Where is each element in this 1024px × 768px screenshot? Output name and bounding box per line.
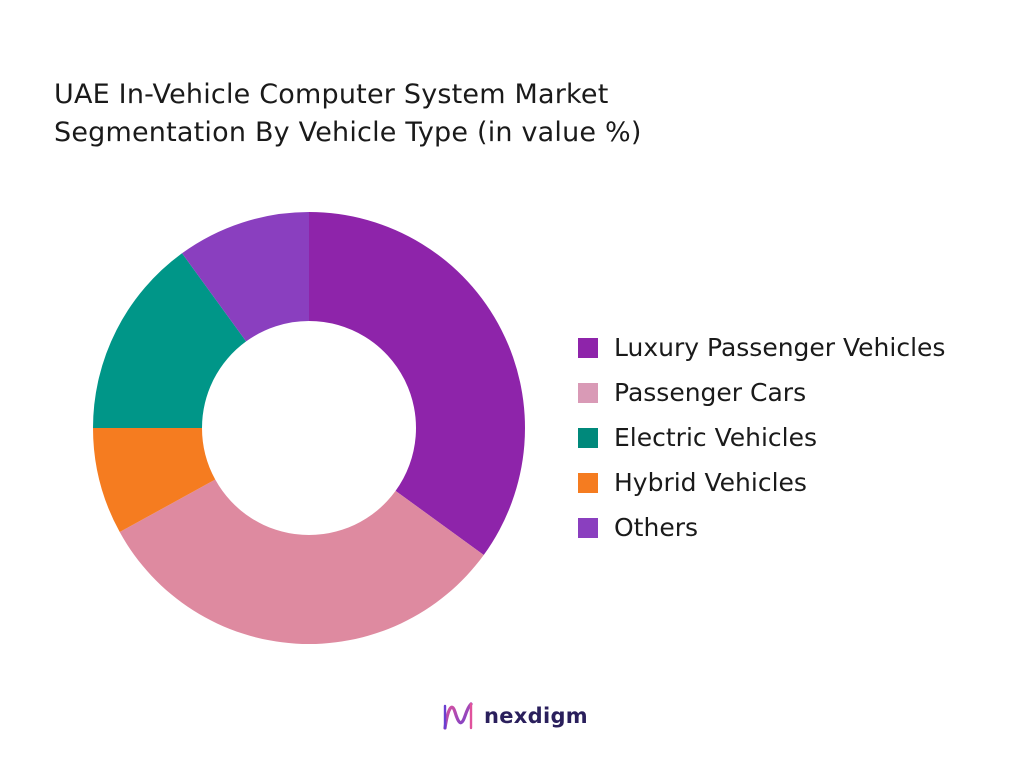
legend-label: Hybrid Vehicles (614, 468, 807, 497)
legend-item-passenger-cars: Passenger Cars (578, 370, 945, 415)
chart-title-line-2: Segmentation By Vehicle Type (in value %… (54, 117, 642, 149)
slice-luxury-passenger-vehicles (309, 212, 525, 555)
brand: nexdigm (440, 698, 588, 734)
legend-item-others: Others (578, 505, 945, 550)
legend-label: Luxury Passenger Vehicles (614, 333, 946, 362)
brand-name: nexdigm (484, 704, 588, 728)
legend-item-luxury-passenger-vehicles: Luxury Passenger Vehicles (578, 325, 945, 370)
chart-legend: Luxury Passenger Vehicles Passenger Cars… (578, 325, 945, 550)
slice-electric-vehicles (93, 253, 247, 428)
legend-label: Passenger Cars (614, 378, 807, 407)
legend-swatch (578, 472, 598, 493)
slice-hybrid-vehicles (93, 428, 216, 533)
legend-swatch (578, 337, 598, 358)
chart-title: UAE In-Vehicle Computer System Market Se… (54, 76, 814, 152)
legend-swatch (578, 517, 598, 538)
nexdigm-logo-icon (443, 702, 473, 730)
legend-label: Others (614, 513, 699, 542)
legend-item-hybrid-vehicles: Hybrid Vehicles (578, 460, 945, 505)
chart-title-line-1: UAE In-Vehicle Computer System Market (54, 79, 609, 111)
legend-item-electric-vehicles: Electric Vehicles (578, 415, 945, 460)
slice-passenger-cars (119, 479, 484, 644)
legend-label: Electric Vehicles (614, 423, 818, 452)
legend-swatch (578, 382, 598, 403)
slice-others (182, 212, 309, 342)
legend-swatch (578, 427, 598, 448)
